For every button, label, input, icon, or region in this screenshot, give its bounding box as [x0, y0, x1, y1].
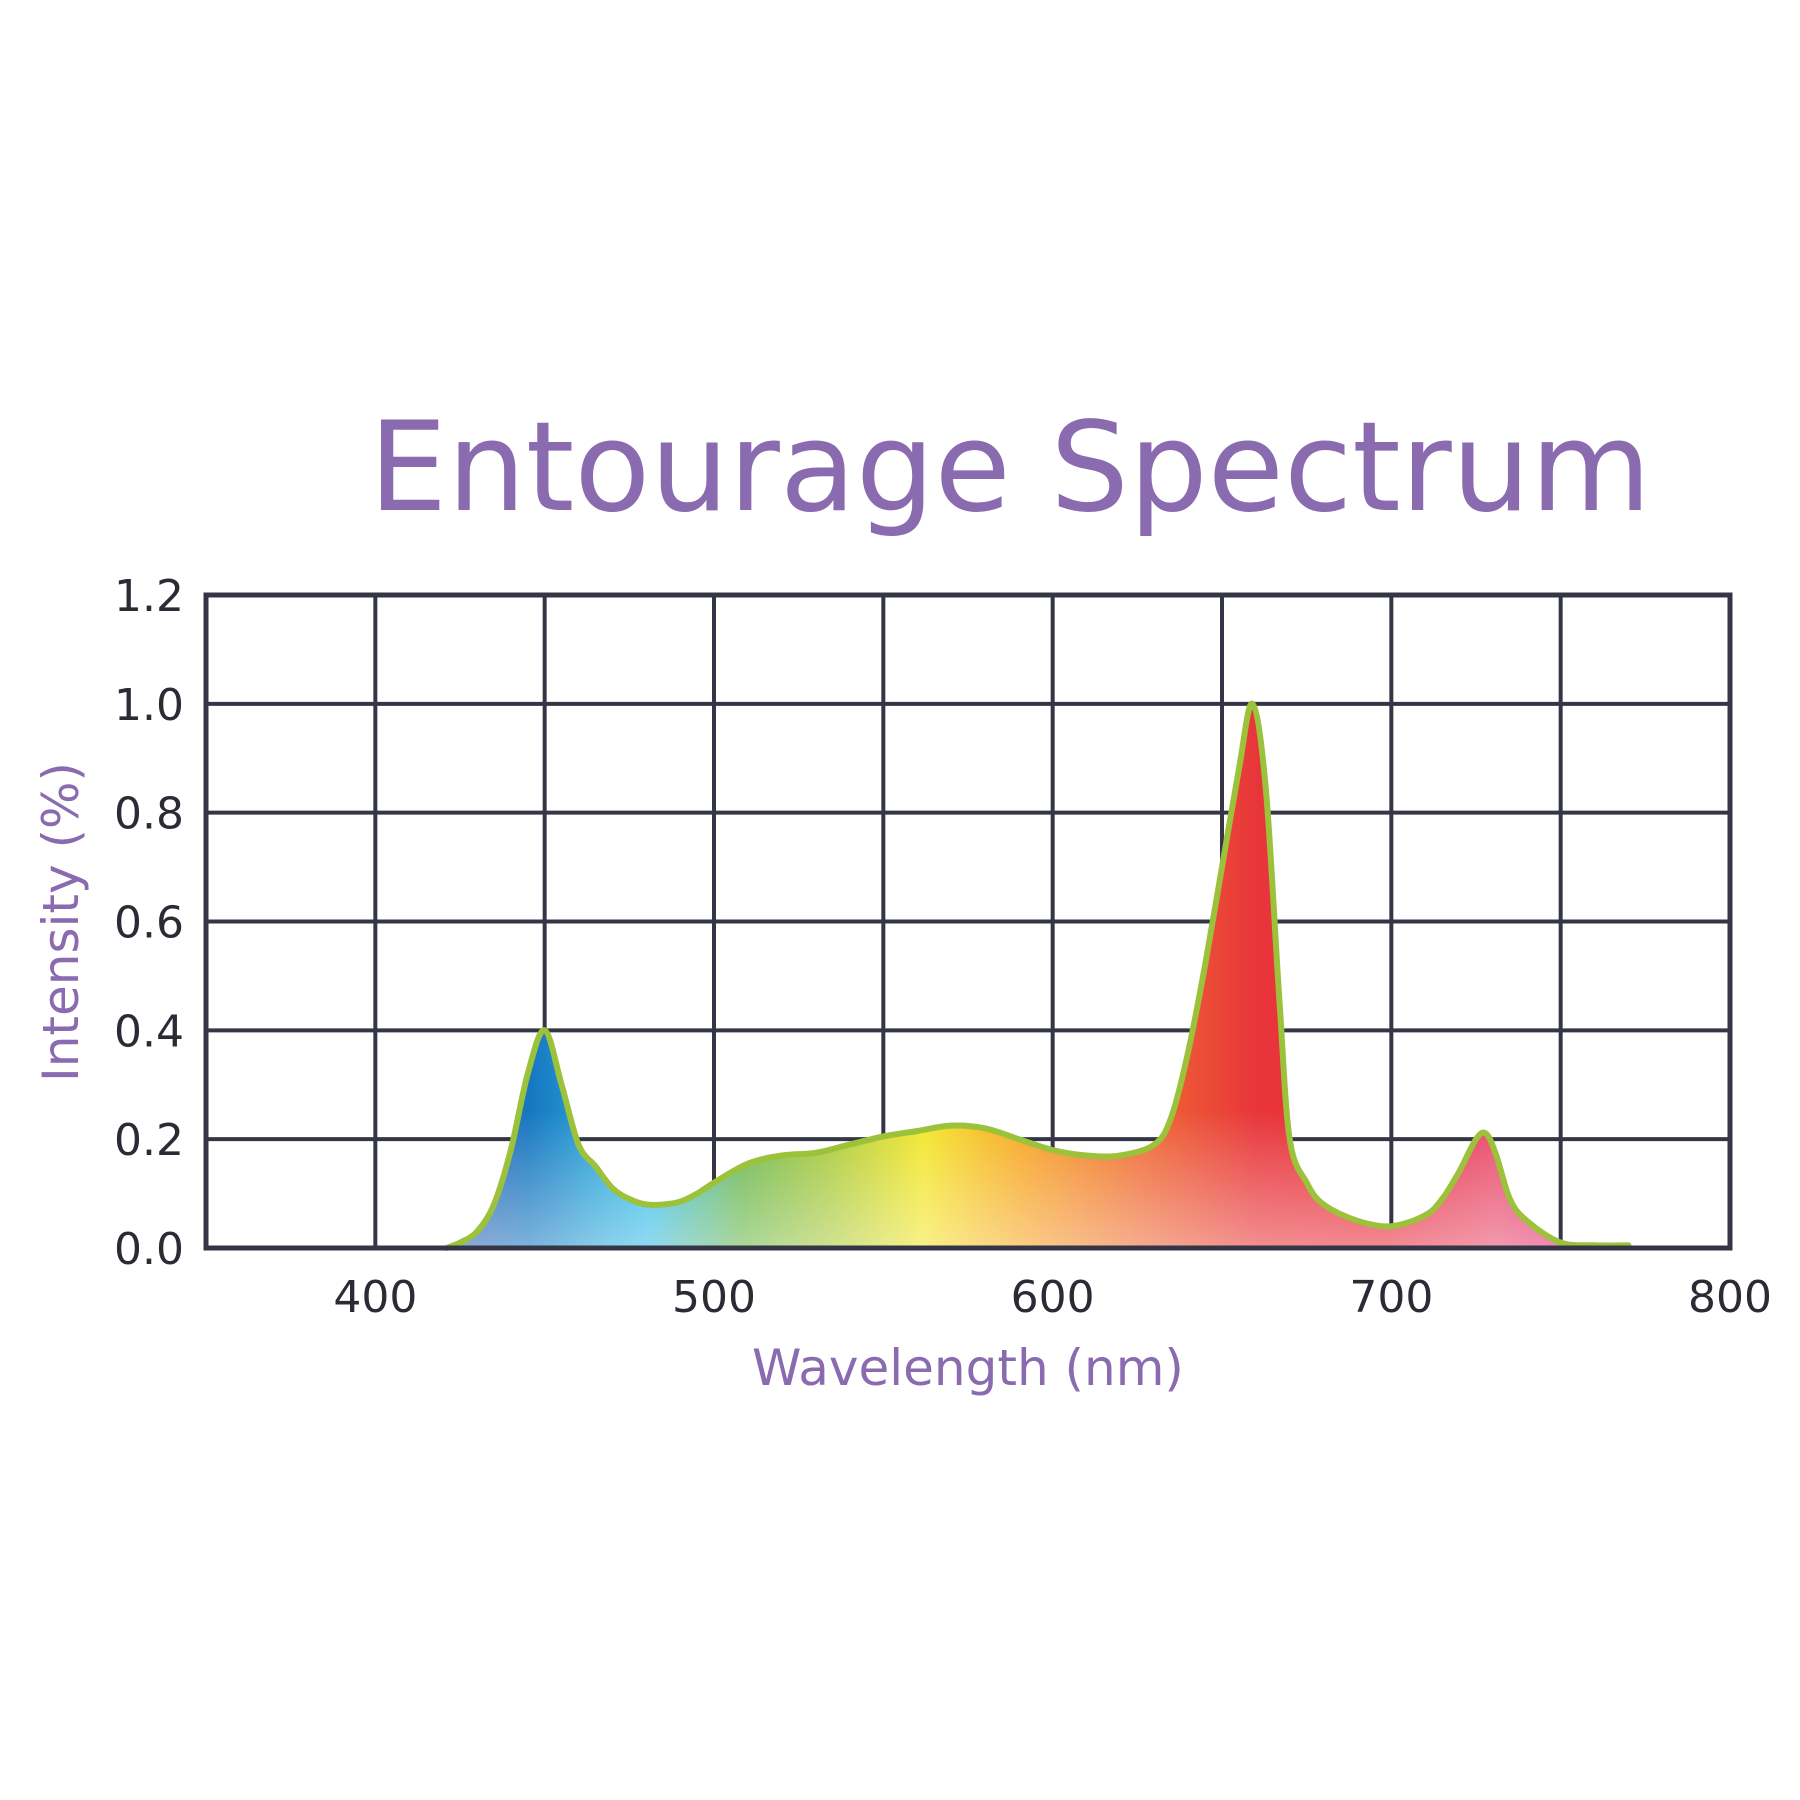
- y-tick-label: 0.6: [114, 898, 184, 949]
- spectrum-fill-highlight: [446, 703, 1629, 1248]
- y-tick-label: 1.2: [114, 571, 184, 622]
- x-tick-label: 500: [672, 1272, 756, 1323]
- y-tick-label: 0.4: [114, 1006, 184, 1057]
- spectrum-line: [443, 700, 1632, 1251]
- y-tick-label: 0.0: [114, 1224, 184, 1275]
- x-axis-label: Wavelength (nm): [752, 1339, 1184, 1397]
- x-tick-label: 800: [1688, 1272, 1772, 1323]
- y-tick-label: 0.2: [114, 1115, 184, 1166]
- y-tick-label: 1.0: [114, 680, 184, 731]
- y-tick-label: 0.8: [114, 789, 184, 840]
- chart-title: Entourage Spectrum: [369, 396, 1651, 540]
- x-tick-label: 600: [1011, 1272, 1095, 1323]
- x-tick-label: 700: [1349, 1272, 1433, 1323]
- spectrum-area: [443, 700, 1632, 1251]
- x-tick-label: 400: [333, 1272, 417, 1323]
- y-tick-labels: 0.0 0.2 0.4 0.6 0.8 1.0 1.2: [114, 571, 184, 1275]
- x-tick-labels: 400 500 600 700 800: [333, 1272, 1772, 1323]
- plot-frame: [203, 592, 1733, 1251]
- y-axis-label: Intensity (%): [32, 762, 90, 1082]
